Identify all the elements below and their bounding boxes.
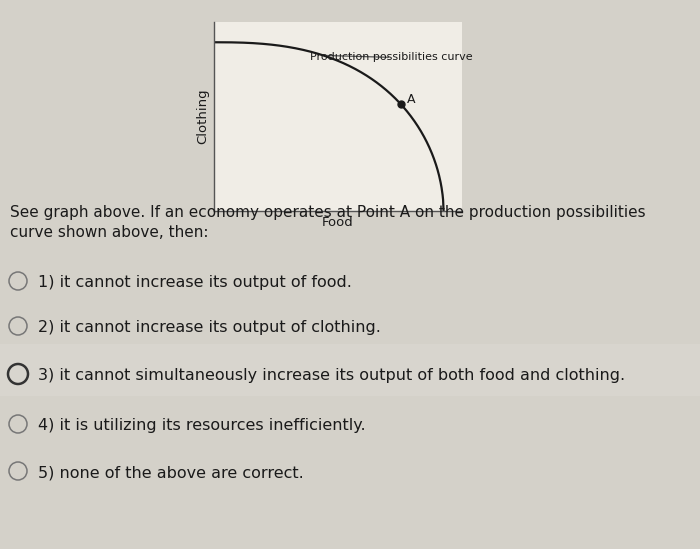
Text: 2) it cannot increase its output of clothing.: 2) it cannot increase its output of clot… xyxy=(38,320,381,335)
Y-axis label: Clothing: Clothing xyxy=(196,89,209,144)
Text: 4) it is utilizing its resources inefficiently.: 4) it is utilizing its resources ineffic… xyxy=(38,418,365,433)
Text: 3) it cannot simultaneously increase its output of both food and clothing.: 3) it cannot simultaneously increase its… xyxy=(38,368,625,383)
Text: See graph above. If an economy operates at Point A on the production possibiliti: See graph above. If an economy operates … xyxy=(10,205,645,240)
X-axis label: Food: Food xyxy=(322,216,354,228)
FancyBboxPatch shape xyxy=(0,344,700,396)
Text: 5) none of the above are correct.: 5) none of the above are correct. xyxy=(38,465,304,480)
Text: 1) it cannot increase its output of food.: 1) it cannot increase its output of food… xyxy=(38,275,352,290)
Text: Production possibilities curve: Production possibilities curve xyxy=(310,52,473,63)
Text: A: A xyxy=(407,93,415,106)
